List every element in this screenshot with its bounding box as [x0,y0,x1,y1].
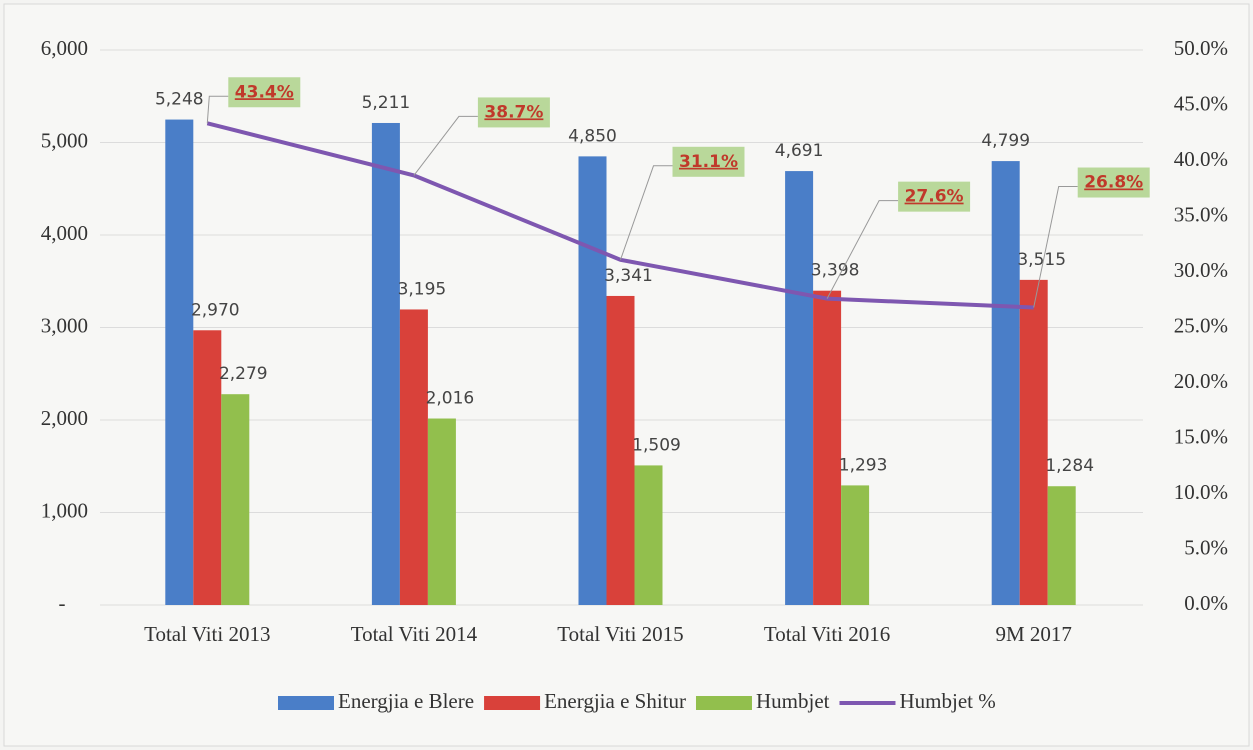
data-label: 2,279 [219,364,268,384]
y2-tick-label: 50.0% [1174,36,1228,60]
x-tick-label: 9M 2017 [995,622,1071,646]
leader-line [206,95,229,124]
bar [165,119,194,605]
leader-line [620,165,673,260]
y2-tick-label: 0.0% [1184,591,1228,615]
label-box [477,97,550,128]
legend-swatch [278,696,334,710]
y-tick-label: 5,000 [41,128,88,152]
data-label: 5,211 [362,93,411,113]
legend-label: Energjia e Shitur [544,689,686,713]
bar [785,171,814,605]
data-label: 4,850 [568,126,617,146]
bar [1047,486,1076,605]
line-label: 43.4% [235,82,294,102]
data-label: 1,284 [1045,456,1094,476]
data-label: 1,509 [632,435,681,455]
data-label: 3,195 [398,279,447,299]
bar [1019,279,1048,605]
label-box [228,77,301,108]
y-tick-label: 6,000 [41,36,88,60]
leader-line [413,115,478,176]
data-label: 3,515 [1017,250,1066,270]
legend-swatch [695,696,752,710]
data-label: 3,398 [811,261,860,281]
legend-label: Humbjet [756,689,830,713]
bar [578,156,607,605]
data-label: 2,016 [426,389,475,409]
bar [606,295,635,605]
y2-tick-label: 25.0% [1174,313,1228,337]
data-label: 4,691 [775,141,824,161]
label-box [1077,167,1150,198]
y-tick-label: 4,000 [41,221,88,245]
label-box [672,146,745,177]
leader-line [826,200,899,299]
leader-line [1033,186,1078,308]
y2-tick-label: 45.0% [1174,91,1228,115]
x-tick-label: Total Viti 2014 [351,622,478,646]
bar [193,330,222,605]
x-tick-label: Total Viti 2016 [764,622,890,646]
bar [427,418,456,605]
data-label: 1,293 [839,455,888,475]
bar [634,465,663,605]
line-label: 38.7% [484,102,543,122]
bar [221,394,250,605]
bar [371,122,400,606]
y-tick-label: 1,000 [41,498,88,522]
data-label: 3,341 [604,266,653,286]
y2-tick-label: 40.0% [1174,147,1228,171]
legend-swatch [484,696,541,710]
y2-tick-label: 5.0% [1184,535,1228,559]
data-label: 2,970 [191,300,240,320]
y2-tick-label: 35.0% [1174,202,1228,226]
y2-tick-label: 15.0% [1174,424,1228,448]
bar [841,485,870,605]
legend-label: Humbjet % [899,689,995,713]
x-tick-label: Total Viti 2015 [557,622,683,646]
bar [991,161,1020,605]
x-tick-label: Total Viti 2013 [144,622,270,646]
bar [399,309,428,605]
line-label: 31.1% [679,152,738,172]
y-tick-label: 3,000 [41,313,88,337]
y2-tick-label: 10.0% [1174,480,1228,504]
line-label: 26.8% [1084,173,1143,193]
legend-label: Energjia e Blere [338,689,474,713]
line-label: 27.6% [905,187,964,207]
y2-tick-label: 30.0% [1174,258,1228,282]
data-label: 4,799 [981,131,1030,151]
y-tick-label: - [59,591,66,615]
y-tick-label: 2,000 [41,406,88,430]
label-box [898,181,971,212]
bar [813,290,842,605]
data-label: 5,248 [155,90,204,110]
y2-tick-label: 20.0% [1174,369,1228,393]
